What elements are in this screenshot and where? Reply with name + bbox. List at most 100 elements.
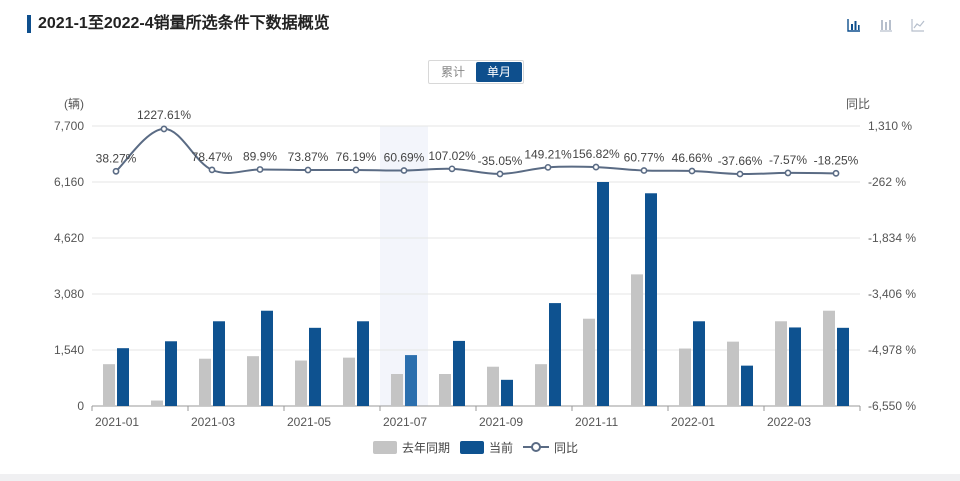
bar-current: [117, 348, 129, 406]
yoy-data-label: 73.87%: [288, 150, 329, 164]
legend-label-last-year: 去年同期: [402, 441, 450, 455]
bar-last-year: [247, 356, 259, 406]
yoy-point: [448, 165, 456, 173]
yoy-line: [115, 127, 837, 176]
bar-last-year: [439, 374, 451, 406]
yoy-point: [832, 169, 840, 177]
yoy-data-label: -35.05%: [478, 154, 523, 168]
bar-last-year: [823, 310, 835, 406]
toggle-monthly[interactable]: 单月: [476, 62, 523, 82]
yoy-point: [352, 166, 360, 174]
bar-current: [453, 340, 465, 406]
bar-current: [405, 355, 417, 406]
x-tick-label: 2021-01: [95, 415, 139, 429]
bar-last-year: [535, 364, 547, 406]
right-tick-label: -1,834 %: [868, 231, 916, 245]
legend-label-current: 当前: [489, 440, 513, 455]
bar-last-year: [631, 274, 643, 406]
bar-current: [309, 327, 321, 406]
bar-last-year: [343, 357, 355, 406]
legend-label-yoy: 同比: [554, 441, 578, 455]
yoy-data-label: 107.02%: [428, 149, 476, 163]
bar-last-year: [103, 364, 115, 406]
right-tick-label: 1,310 %: [868, 119, 912, 133]
yoy-data-label: 78.47%: [192, 150, 233, 164]
yoy-point: [736, 170, 744, 178]
yoy-point: [400, 167, 408, 174]
legend-swatch-last-year: [373, 441, 397, 454]
bar-last-year: [583, 318, 595, 406]
yoy-point: [784, 169, 792, 177]
bar-current: [549, 303, 561, 406]
bar-current: [213, 321, 225, 406]
bar-current: [741, 365, 753, 406]
x-tick-label: 2021-03: [191, 415, 235, 429]
yoy-point: [592, 163, 600, 171]
title-accent-bar: [27, 15, 31, 33]
grouped-bar-icon[interactable]: [878, 17, 894, 33]
yoy-data-label: -37.66%: [718, 154, 763, 168]
left-tick-label: 6,160: [54, 175, 84, 189]
yoy-point: [688, 167, 696, 175]
yoy-data-label: 1227.61%: [137, 108, 191, 122]
yoy-point: [160, 125, 168, 133]
yoy-data-label: 76.19%: [336, 150, 377, 164]
bar-last-year: [727, 341, 739, 406]
line-chart-icon[interactable]: [910, 17, 926, 33]
bar-current: [597, 182, 609, 406]
left-tick-label: 0: [77, 399, 84, 413]
x-tick-label: 2021-09: [479, 415, 523, 429]
x-tick-label: 2021-11: [575, 415, 618, 429]
x-tick-label: 2022-01: [671, 415, 715, 429]
cumulative-monthly-toggle: 累计 单月: [428, 60, 525, 84]
bar-last-year: [151, 400, 163, 406]
right-tick-label: -262 %: [868, 175, 906, 189]
page-title: 2021-1至2022-4销量所选条件下数据概览: [38, 15, 330, 32]
bar-last-year: [295, 360, 307, 406]
x-tick-label: 2022-03: [767, 415, 811, 429]
bar-current: [261, 310, 273, 406]
yoy-point: [496, 170, 504, 178]
yoy-data-label: 89.9%: [243, 149, 277, 163]
bar-current: [837, 327, 849, 406]
bar-current: [501, 379, 513, 406]
left-tick-label: 7,700: [54, 119, 84, 133]
yoy-data-label: 38.27%: [96, 151, 137, 165]
left-tick-label: 1,540: [54, 343, 84, 357]
bar-chart-icon[interactable]: [846, 17, 862, 33]
yoy-data-label: 156.82%: [572, 147, 620, 161]
right-tick-label: -3,406 %: [868, 287, 916, 301]
yoy-point: [256, 166, 264, 173]
bar-last-year: [391, 374, 403, 406]
left-axis-unit: (辆): [64, 97, 84, 111]
right-tick-label: -6,550 %: [868, 399, 916, 413]
yoy-data-label: 60.69%: [384, 151, 425, 165]
bar-last-year: [199, 358, 211, 406]
yoy-point: [208, 166, 216, 174]
legend-marker-yoy: [531, 442, 541, 452]
legend-swatch-current: [460, 441, 484, 454]
yoy-point: [544, 163, 552, 171]
bar-last-year: [679, 348, 691, 406]
bar-current: [645, 193, 657, 406]
yoy-point: [112, 167, 120, 175]
yoy-data-label: 149.21%: [524, 147, 572, 161]
yoy-data-label: -7.57%: [769, 153, 807, 167]
yoy-point: [640, 167, 648, 174]
left-tick-label: 3,080: [54, 287, 84, 301]
yoy-data-label: 46.66%: [672, 151, 713, 165]
yoy-point: [304, 166, 312, 174]
bar-current: [693, 321, 705, 406]
right-tick-label: -4,978 %: [868, 343, 916, 357]
yoy-data-label: -18.25%: [814, 153, 859, 167]
yoy-data-label: 60.77%: [624, 151, 665, 165]
bar-last-year: [775, 321, 787, 406]
toggle-cumulative[interactable]: 累计: [441, 65, 466, 79]
bar-current: [165, 341, 177, 406]
right-axis-unit: 同比: [846, 97, 870, 111]
x-tick-label: 2021-07: [383, 415, 427, 429]
bar-current: [357, 321, 369, 406]
left-tick-label: 4,620: [54, 231, 84, 245]
